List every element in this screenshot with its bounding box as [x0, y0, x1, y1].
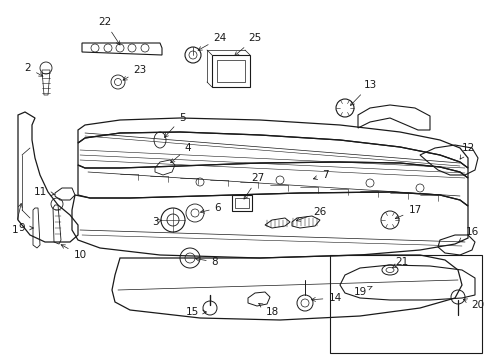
Bar — [235, 198, 249, 208]
Text: 20: 20 — [464, 299, 485, 310]
Text: 13: 13 — [350, 80, 377, 105]
Text: 18: 18 — [259, 303, 279, 317]
Text: 19: 19 — [353, 287, 372, 297]
Text: 6: 6 — [200, 203, 221, 213]
Text: 16: 16 — [459, 227, 479, 242]
Text: 23: 23 — [123, 65, 147, 80]
Text: 25: 25 — [235, 33, 262, 56]
Text: 22: 22 — [98, 17, 120, 45]
Text: 5: 5 — [164, 113, 185, 138]
Bar — [217, 60, 245, 82]
Text: 4: 4 — [171, 143, 191, 163]
Text: 7: 7 — [314, 170, 328, 180]
Text: 15: 15 — [185, 307, 206, 317]
Text: 1: 1 — [12, 203, 22, 235]
Text: 27: 27 — [244, 173, 265, 199]
Text: 3: 3 — [152, 217, 161, 227]
Bar — [212, 55, 250, 87]
Text: 26: 26 — [296, 207, 327, 221]
Text: 24: 24 — [198, 33, 227, 50]
Text: 21: 21 — [392, 257, 409, 268]
Text: 17: 17 — [395, 205, 421, 219]
Text: 10: 10 — [61, 245, 87, 260]
Bar — [232, 195, 252, 211]
Text: 12: 12 — [460, 143, 475, 159]
Text: 9: 9 — [19, 223, 33, 233]
Text: 2: 2 — [24, 63, 43, 76]
Text: 8: 8 — [196, 257, 219, 267]
Bar — [330, 255, 482, 353]
Text: 11: 11 — [33, 187, 54, 197]
Text: 14: 14 — [312, 293, 342, 303]
